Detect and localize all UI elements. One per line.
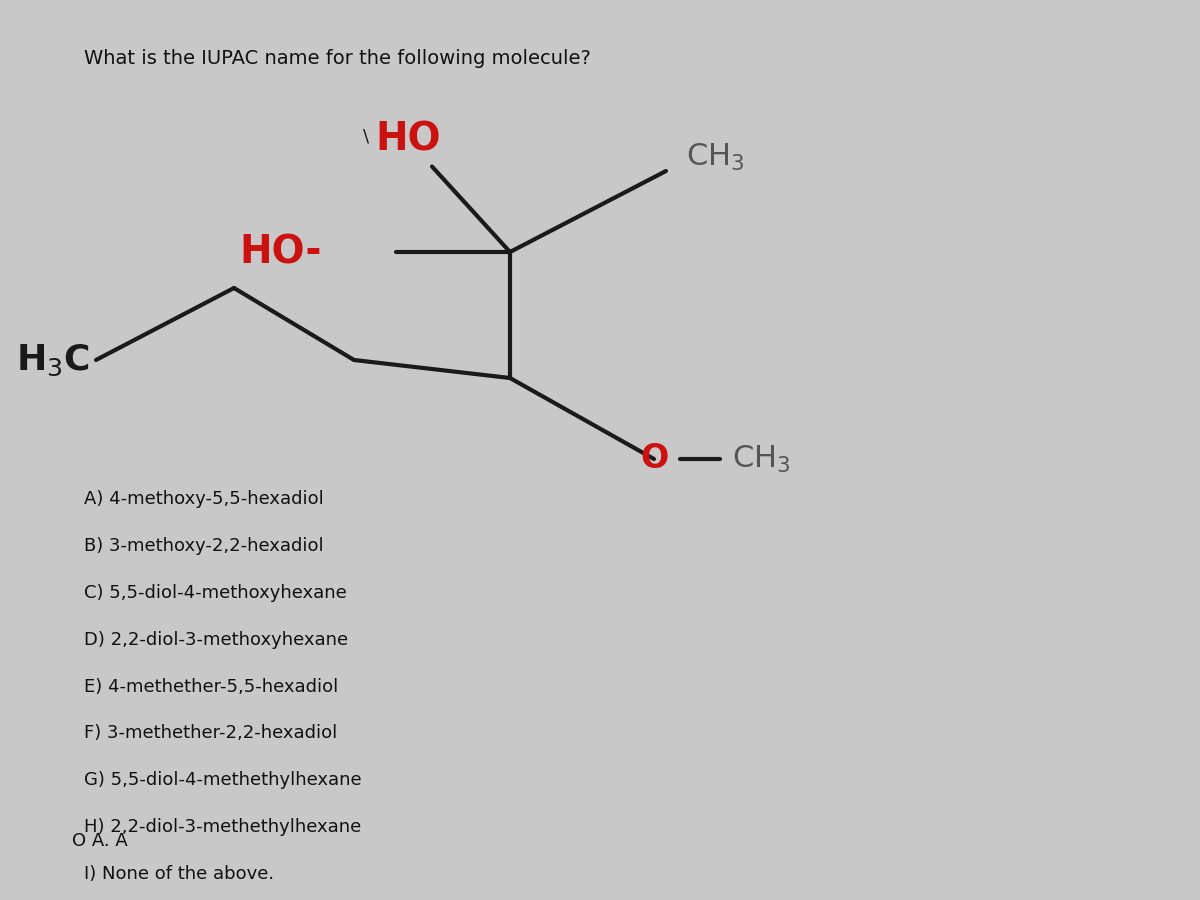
Text: O: O — [640, 443, 668, 475]
Text: CH$_3$: CH$_3$ — [732, 444, 791, 474]
Text: A) 4-methoxy-5,5-hexadiol: A) 4-methoxy-5,5-hexadiol — [84, 491, 324, 508]
Text: F) 3-methether-2,2-hexadiol: F) 3-methether-2,2-hexadiol — [84, 724, 337, 742]
Text: E) 4-methether-5,5-hexadiol: E) 4-methether-5,5-hexadiol — [84, 678, 338, 696]
Text: CH$_3$: CH$_3$ — [686, 142, 745, 173]
Text: HO: HO — [376, 121, 440, 158]
Text: O A. A: O A. A — [72, 832, 127, 850]
Text: H$_3$C: H$_3$C — [17, 342, 90, 378]
Text: C) 5,5-diol-4-methoxyhexane: C) 5,5-diol-4-methoxyhexane — [84, 584, 347, 602]
Text: HO-: HO- — [239, 233, 322, 271]
Text: D) 2,2-diol-3-methoxyhexane: D) 2,2-diol-3-methoxyhexane — [84, 631, 348, 649]
Text: \: \ — [362, 128, 370, 146]
Text: G) 5,5-diol-4-methethylhexane: G) 5,5-diol-4-methethylhexane — [84, 771, 361, 789]
Text: B) 3-methoxy-2,2-hexadiol: B) 3-methoxy-2,2-hexadiol — [84, 537, 324, 555]
Text: What is the IUPAC name for the following molecule?: What is the IUPAC name for the following… — [84, 50, 590, 68]
Text: I) None of the above.: I) None of the above. — [84, 865, 274, 883]
Text: H) 2,2-diol-3-methethylhexane: H) 2,2-diol-3-methethylhexane — [84, 818, 361, 836]
